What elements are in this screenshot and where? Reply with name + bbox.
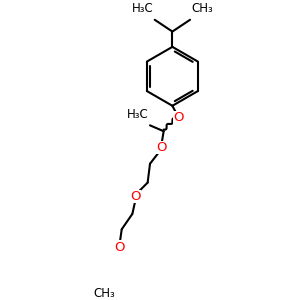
Text: CH₃: CH₃ [191, 2, 213, 15]
Text: O: O [114, 241, 124, 254]
Text: H₃C: H₃C [127, 108, 149, 121]
Text: O: O [130, 190, 141, 203]
Text: O: O [156, 141, 166, 154]
Text: H₃C: H₃C [132, 2, 154, 15]
Text: CH₃: CH₃ [94, 286, 116, 299]
Text: O: O [173, 111, 184, 124]
